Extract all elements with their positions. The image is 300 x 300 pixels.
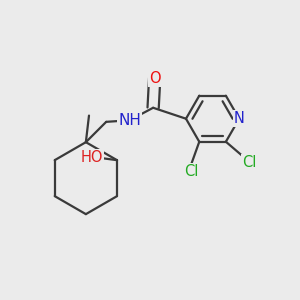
Text: N: N (234, 111, 244, 126)
Text: Cl: Cl (184, 164, 199, 179)
Text: Cl: Cl (242, 154, 256, 169)
Text: NH: NH (118, 113, 141, 128)
Text: HO: HO (81, 149, 103, 164)
Text: O: O (149, 70, 161, 86)
